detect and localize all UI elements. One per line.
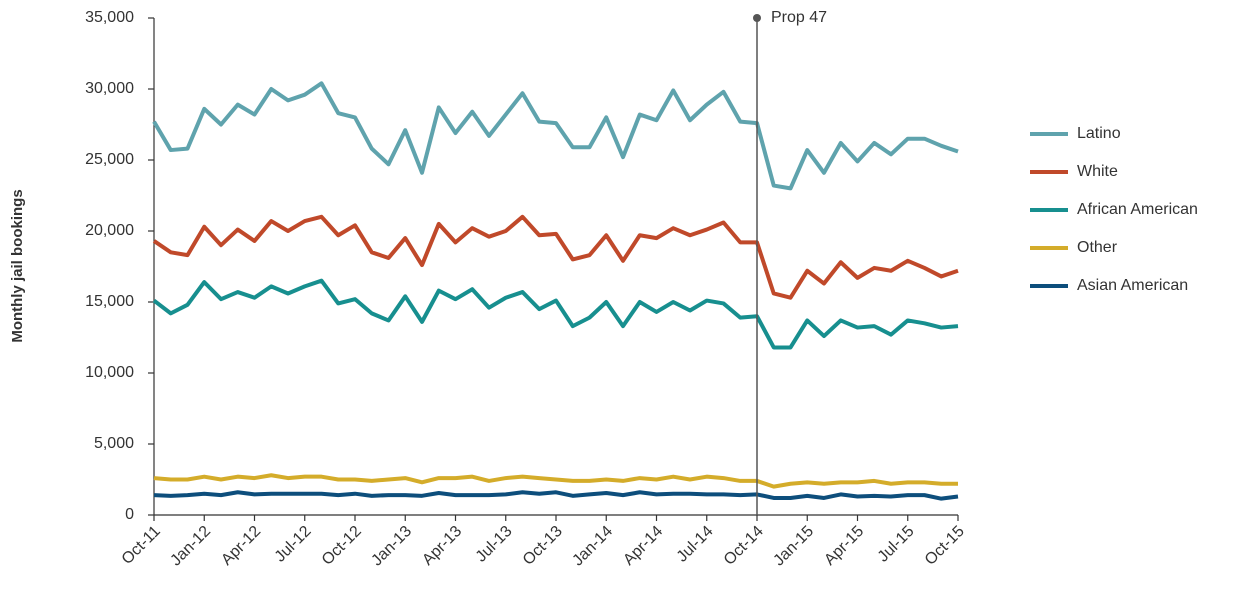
annotation-label: Prop 47 <box>771 9 827 26</box>
x-tick-label: Jul-13 <box>473 523 516 566</box>
x-tick-label: Jan-15 <box>770 523 817 570</box>
y-axis-label: Monthly jail bookings <box>9 189 26 342</box>
legend-label: Other <box>1077 239 1118 256</box>
x-tick-label: Oct-15 <box>922 523 968 569</box>
y-tick-label: 10,000 <box>85 364 134 381</box>
y-tick-label: 25,000 <box>85 151 134 168</box>
series-line <box>153 490 959 501</box>
series-line <box>152 278 959 350</box>
legend-label: Asian American <box>1077 277 1188 294</box>
x-tick-label: Jul-15 <box>875 523 918 566</box>
legend-label: White <box>1077 163 1118 180</box>
legend-label: African American <box>1077 201 1198 218</box>
series-line <box>152 81 959 191</box>
x-tick-label: Oct-13 <box>520 523 566 569</box>
x-tick-label: Jul-14 <box>674 523 717 566</box>
y-tick-label: 30,000 <box>85 80 134 97</box>
legend-label: Latino <box>1077 125 1121 142</box>
x-tick-label: Jul-12 <box>272 523 315 566</box>
y-tick-label: 0 <box>125 506 134 523</box>
y-tick-label: 15,000 <box>85 293 134 310</box>
y-tick-label: 20,000 <box>85 222 134 239</box>
x-tick-label: Apr-12 <box>218 523 264 569</box>
x-tick-label: Apr-15 <box>821 523 867 569</box>
annotation-dot <box>753 14 761 22</box>
y-tick-label: 35,000 <box>85 9 134 26</box>
series-line <box>152 214 959 300</box>
x-tick-label: Jan-13 <box>368 523 415 570</box>
x-tick-label: Jan-14 <box>569 523 616 570</box>
x-tick-label: Oct-12 <box>319 523 365 569</box>
x-tick-label: Jan-12 <box>167 523 214 570</box>
x-tick-label: Apr-14 <box>620 523 666 569</box>
y-tick-label: 5,000 <box>94 435 134 452</box>
x-tick-label: Apr-13 <box>419 523 465 569</box>
x-tick-label: Oct-14 <box>721 523 767 569</box>
x-tick-label: Oct-11 <box>119 523 164 568</box>
series-line <box>153 473 958 489</box>
